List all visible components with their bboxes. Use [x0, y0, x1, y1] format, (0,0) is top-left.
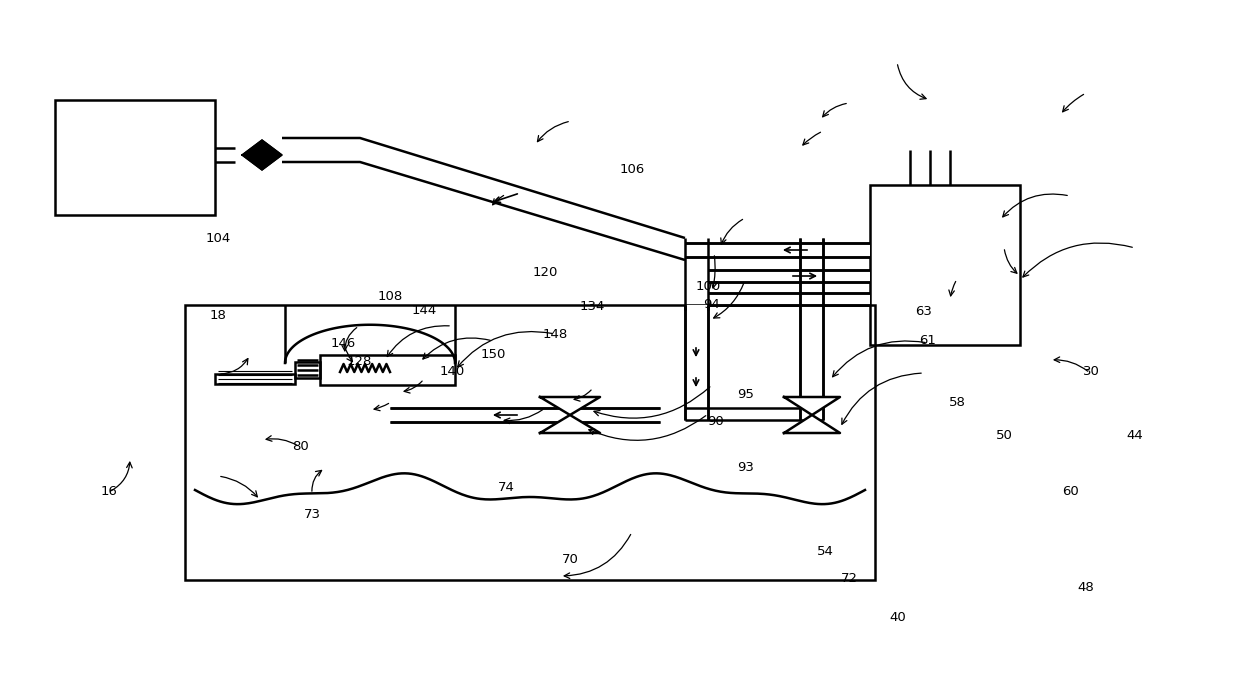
- Bar: [215, 374, 295, 384]
- Text: 134: 134: [580, 300, 605, 314]
- Bar: [320, 355, 455, 385]
- Text: 58: 58: [949, 396, 966, 409]
- Text: 120: 120: [533, 266, 558, 280]
- Text: 50: 50: [996, 428, 1013, 442]
- Text: 44: 44: [1126, 428, 1143, 442]
- Bar: [55, 100, 215, 215]
- Polygon shape: [784, 415, 839, 433]
- Text: 95: 95: [737, 387, 754, 401]
- Text: 104: 104: [206, 232, 231, 246]
- Text: 106: 106: [620, 162, 645, 176]
- Polygon shape: [684, 243, 870, 257]
- Polygon shape: [539, 397, 600, 415]
- Text: 144: 144: [412, 303, 436, 317]
- Text: 16: 16: [100, 484, 118, 498]
- Text: 80: 80: [291, 440, 309, 454]
- Text: 128: 128: [347, 355, 372, 368]
- Text: 40: 40: [889, 610, 906, 624]
- Text: 72: 72: [841, 572, 858, 585]
- Text: 70: 70: [562, 552, 579, 566]
- Text: 60: 60: [1061, 484, 1079, 498]
- Text: 150: 150: [481, 348, 506, 361]
- Polygon shape: [539, 415, 600, 433]
- Text: 74: 74: [497, 481, 515, 494]
- Text: 100: 100: [696, 280, 720, 293]
- Text: 108: 108: [378, 290, 403, 303]
- Text: 90: 90: [707, 415, 724, 428]
- Text: 146: 146: [331, 336, 356, 350]
- Polygon shape: [281, 138, 684, 260]
- Text: 48: 48: [1078, 581, 1095, 595]
- Text: 18: 18: [210, 308, 227, 322]
- Text: 148: 148: [543, 327, 568, 341]
- Polygon shape: [708, 270, 870, 282]
- Polygon shape: [242, 140, 281, 170]
- Text: 93: 93: [737, 460, 754, 474]
- Polygon shape: [800, 238, 823, 420]
- Text: 73: 73: [304, 508, 321, 522]
- Text: 63: 63: [915, 305, 932, 318]
- Polygon shape: [684, 305, 708, 420]
- Text: 54: 54: [817, 544, 835, 558]
- Text: 30: 30: [1083, 365, 1100, 379]
- Bar: [295, 362, 320, 378]
- Bar: [185, 305, 875, 580]
- Text: 94: 94: [703, 298, 720, 312]
- Text: 61: 61: [919, 334, 936, 348]
- Text: 140: 140: [440, 365, 465, 379]
- Bar: [870, 185, 1021, 345]
- Polygon shape: [784, 397, 839, 415]
- Polygon shape: [391, 408, 660, 422]
- Polygon shape: [708, 293, 870, 305]
